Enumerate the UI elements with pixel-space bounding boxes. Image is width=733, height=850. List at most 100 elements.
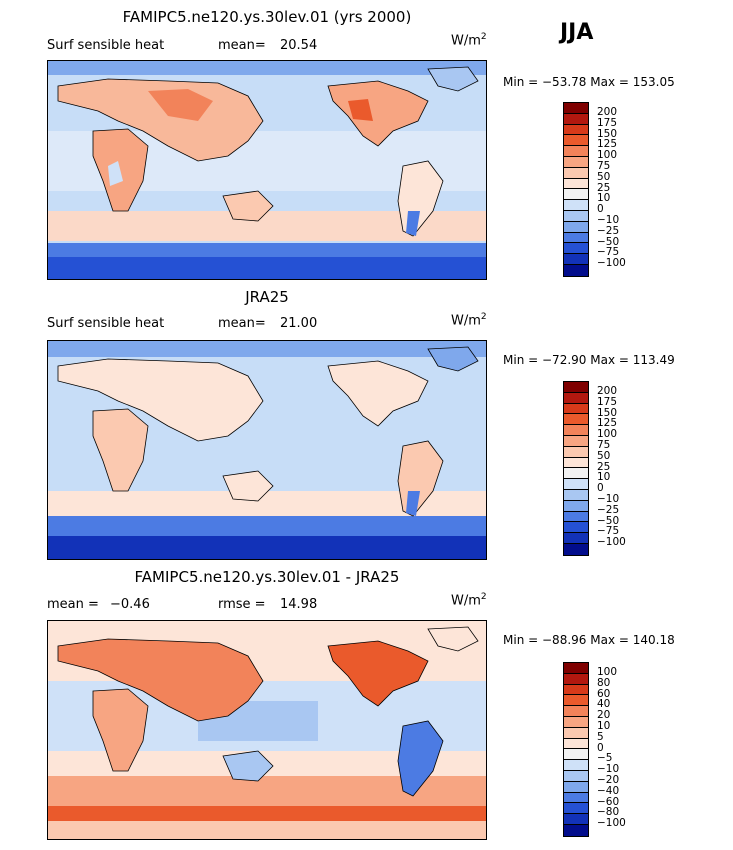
colorbar-tick-label: 125 [597,138,618,151]
colorbar-tick-label: 0 [597,741,604,754]
colorbar-swatch [564,167,588,179]
panel2-colorbar [563,381,589,556]
panel1-mean-value: 20.54 [280,38,318,53]
colorbar-swatch [564,403,588,415]
colorbar-tick-label: 25 [597,181,611,194]
colorbar-tick-label: 150 [597,127,618,140]
africa-land [92,128,149,212]
colorbar-tick-label: −100 [597,257,626,270]
panel2-map-svg [48,341,486,559]
panel3-rmse-value: 14.98 [280,597,318,612]
eurasia-land [57,358,264,442]
colorbar-swatch [564,716,588,728]
colorbar-swatch [564,673,588,685]
colorbar-tick-label: −40 [597,784,620,797]
colorbar-swatch [564,533,588,544]
africa-land [92,688,149,772]
panel3-map-svg [48,621,486,839]
colorbar-swatch [564,156,588,168]
colorbar-tick-label: 100 [597,149,618,162]
north-america-land [327,640,429,707]
colorbar-tick-label: 10 [597,719,611,732]
colorbar-swatch [564,103,588,114]
colorbar-tick-label: 50 [597,449,611,462]
australia-land [222,750,274,782]
colorbar-tick-label: 125 [597,417,618,430]
colorbar-swatch [564,264,588,276]
colorbar-tick-label: −25 [597,224,620,237]
southern-hot [48,806,486,821]
panel2-variable-label: Surf sensible heat [47,316,165,331]
arctic [48,341,486,357]
colorbar-swatch [564,803,588,815]
panel2-title: JRA25 [245,288,289,306]
panel1-variable-label: Surf sensible heat [47,38,165,53]
panel2-mean-value: 21.00 [280,316,318,331]
panel2-units: W/m2 [451,312,487,329]
colorbar-tick-label: 50 [597,170,611,183]
panel2-map [47,340,487,560]
colorbar-swatch [564,749,588,761]
colorbar-tick-label: −50 [597,235,620,248]
colorbar-swatch [564,770,588,782]
colorbar-swatch [564,113,588,125]
colorbar-tick-label: −75 [597,525,620,538]
panel3-colorbar [563,662,589,837]
colorbar-tick-label: 0 [597,482,604,495]
colorbar-swatch [564,522,588,534]
africa-wet [108,161,123,186]
panel2-colorbar-ticks: 200 175 150 125 100 75 50 25 10 0 −10 −25 −50 −75 −100 [597,386,626,548]
panel3-colorbar-ticks: 100 80 60 40 20 10 5 0 −5 −10 −20 −40 −60 −80 −100 [597,667,626,829]
colorbar-tick-label: −75 [597,246,620,259]
panel1-title: FAMIPC5.ne120.ys.30lev.01 (yrs 2000) [122,8,412,26]
eurasia-land [57,638,264,722]
north-america-land [327,80,429,147]
colorbar-swatch [564,489,588,501]
colorbar-swatch [564,457,588,469]
colorbar-swatch [564,221,588,233]
colorbar-tick-label: 80 [597,676,611,689]
colorbar-swatch [564,254,588,265]
colorbar-swatch [564,468,588,480]
colorbar-swatch [564,824,588,836]
colorbar-tick-label: 20 [597,709,611,722]
colorbar-tick-label: −25 [597,503,620,516]
colorbar-swatch [564,695,588,707]
panel2-minmax: Min = −72.90 Max = 113.49 [503,353,675,367]
panel1-colorbar-ticks: 200 175 150 125 100 75 50 25 10 0 −10 −25 −50 −75 −100 [597,107,626,269]
antarctica [48,536,486,559]
colorbar-tick-label: −50 [597,514,620,527]
colorbar-tick-label: 60 [597,687,611,700]
colorbar-swatch [564,124,588,136]
panel1-map-svg [48,61,486,279]
arctic [48,61,486,75]
colorbar-swatch [564,435,588,447]
colorbar-swatch [564,738,588,750]
colorbar-tick-label: 0 [597,203,604,216]
colorbar-tick-label: 75 [597,159,611,172]
antarctic-edge [48,516,486,536]
colorbar-tick-label: 5 [597,730,604,743]
colorbar-swatch [564,500,588,512]
colorbar-swatch [564,414,588,426]
colorbar-swatch [564,663,588,674]
panel2-mean-label: mean= [218,316,266,331]
colorbar-swatch [564,425,588,436]
greenland [427,626,479,652]
colorbar-tick-label: 40 [597,698,611,711]
panel3-rmse-label: rmse = [218,597,266,612]
antarctica [48,257,486,279]
colorbar-tick-label: 175 [597,395,618,408]
colorbar-tick-label: −10 [597,492,620,505]
panel3-mean-value: −0.46 [110,597,150,612]
colorbar-swatch [564,543,588,555]
panel3-units: W/m2 [451,592,487,609]
panel1-colorbar [563,102,589,277]
colorbar-swatch [564,146,588,157]
north-america-land [327,360,429,427]
colorbar-tick-label: 10 [597,192,611,205]
central-asia-hot [148,89,213,121]
colorbar-swatch [564,392,588,404]
colorbar-swatch [564,200,588,211]
antarctic-edge [48,243,486,259]
